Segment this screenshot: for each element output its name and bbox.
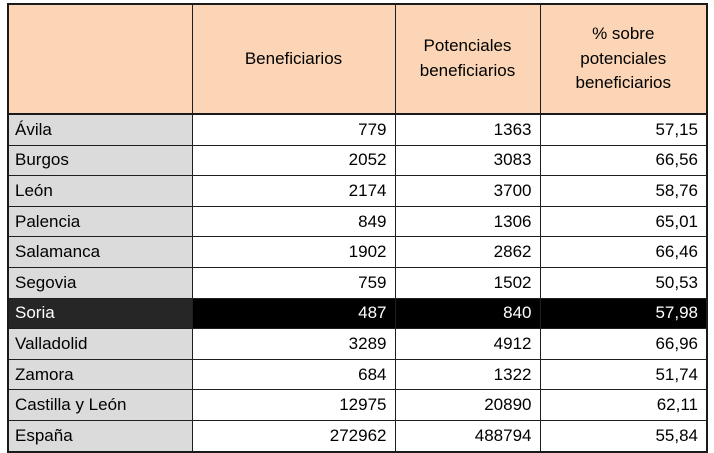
cell-potenciales: 4912 bbox=[394, 328, 541, 360]
cell-potenciales: 3083 bbox=[394, 144, 541, 177]
cell-beneficiarios: 1902 bbox=[191, 236, 396, 268]
cell-beneficiarios: 779 bbox=[191, 113, 396, 146]
cell-beneficiarios: 3289 bbox=[191, 328, 396, 360]
table-row-salamanca: Salamanca 1902 2862 66,46 bbox=[7, 236, 708, 268]
cell-pct: 66,46 bbox=[539, 236, 708, 268]
cell-beneficiarios: 759 bbox=[191, 266, 396, 299]
cell-beneficiarios: 12975 bbox=[191, 389, 396, 421]
table-row-valladolid: Valladolid 3289 4912 66,96 bbox=[7, 328, 708, 360]
row-label: Burgos bbox=[7, 144, 193, 177]
cell-potenciales: 840 bbox=[394, 297, 541, 330]
row-label: Salamanca bbox=[7, 236, 193, 268]
col-header-beneficiarios: Beneficiarios bbox=[191, 3, 396, 115]
row-label: Zamora bbox=[7, 358, 193, 391]
row-label: Ávila bbox=[7, 113, 193, 146]
cell-potenciales: 1502 bbox=[394, 266, 541, 299]
row-label: León bbox=[7, 175, 193, 207]
cell-pct: 51,74 bbox=[539, 358, 708, 391]
row-label: Valladolid bbox=[7, 328, 193, 360]
cell-potenciales: 1322 bbox=[394, 358, 541, 391]
cell-beneficiarios: 487 bbox=[191, 297, 396, 330]
table-row-soria-highlighted: Soria 487 840 57,98 bbox=[7, 297, 708, 330]
table-row-palencia: Palencia 849 1306 65,01 bbox=[7, 205, 708, 238]
cell-beneficiarios: 272962 bbox=[191, 419, 396, 453]
cell-pct: 66,56 bbox=[539, 144, 708, 177]
table-row-burgos: Burgos 2052 3083 66,56 bbox=[7, 144, 708, 177]
row-label: Palencia bbox=[7, 205, 193, 238]
table-row-espana: España 272962 488794 55,84 bbox=[7, 419, 708, 453]
cell-potenciales: 3700 bbox=[394, 175, 541, 207]
cell-pct: 57,15 bbox=[539, 113, 708, 146]
table-row-castilla-y-leon: Castilla y León 12975 20890 62,11 bbox=[7, 389, 708, 421]
cell-pct: 65,01 bbox=[539, 205, 708, 238]
table-row-zamora: Zamora 684 1322 51,74 bbox=[7, 358, 708, 391]
row-label: Castilla y León bbox=[7, 389, 193, 421]
cell-pct: 50,53 bbox=[539, 266, 708, 299]
cell-potenciales: 20890 bbox=[394, 389, 541, 421]
cell-beneficiarios: 849 bbox=[191, 205, 396, 238]
corner-cell bbox=[7, 3, 193, 115]
cell-pct: 62,11 bbox=[539, 389, 708, 421]
table-row-segovia: Segovia 759 1502 50,53 bbox=[7, 266, 708, 299]
header-row: Beneficiarios Potenciales beneficiarios … bbox=[7, 3, 708, 115]
col-header-potenciales: Potenciales beneficiarios bbox=[394, 3, 541, 115]
cell-pct: 58,76 bbox=[539, 175, 708, 207]
col-header-pct: % sobre potenciales beneficiarios bbox=[539, 3, 708, 115]
row-label: Soria bbox=[7, 297, 193, 330]
table-row-leon: León 2174 3700 58,76 bbox=[7, 175, 708, 207]
row-label: España bbox=[7, 419, 193, 453]
cell-pct: 55,84 bbox=[539, 419, 708, 453]
row-label: Segovia bbox=[7, 266, 193, 299]
cell-pct: 66,96 bbox=[539, 328, 708, 360]
cell-beneficiarios: 2052 bbox=[191, 144, 396, 177]
cell-potenciales: 488794 bbox=[394, 419, 541, 453]
cell-potenciales: 1306 bbox=[394, 205, 541, 238]
cell-potenciales: 1363 bbox=[394, 113, 541, 146]
cell-beneficiarios: 2174 bbox=[191, 175, 396, 207]
cell-pct: 57,98 bbox=[539, 297, 708, 330]
cell-beneficiarios: 684 bbox=[191, 358, 396, 391]
table-row-avila: Ávila 779 1363 57,15 bbox=[7, 113, 708, 146]
beneficiaries-table: Beneficiarios Potenciales beneficiarios … bbox=[7, 3, 708, 453]
cell-potenciales: 2862 bbox=[394, 236, 541, 268]
